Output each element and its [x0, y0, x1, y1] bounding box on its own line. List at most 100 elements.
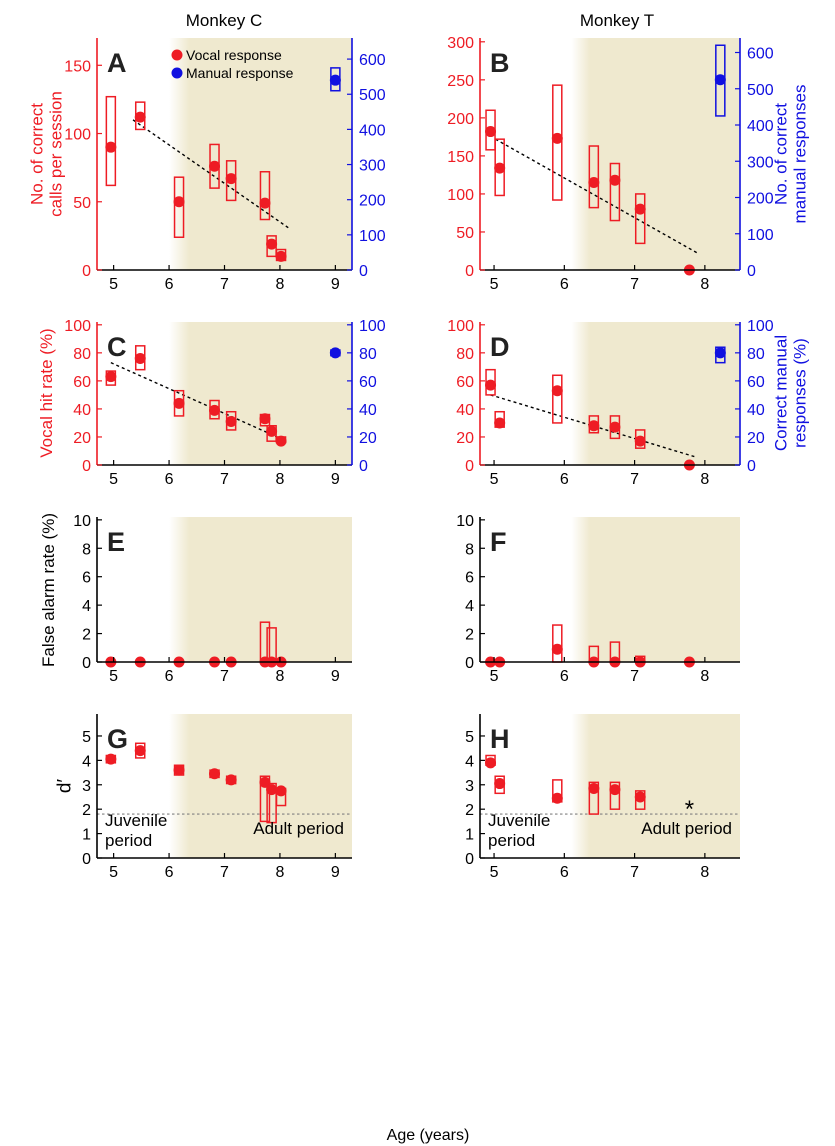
y-tick-label-left: 40	[456, 402, 474, 419]
panel-a: 5 6 7 8 9 0 50 100 150 0 100 200 300 400 500 600 No. of …	[28, 38, 386, 293]
y-tick-label-right: 100	[359, 228, 386, 245]
adult-period-shade	[169, 322, 352, 465]
vocal-point	[209, 404, 221, 416]
vocal-range-box	[588, 781, 600, 815]
vocal-point	[105, 753, 117, 765]
y-tick-label-left: 0	[82, 263, 91, 280]
vocal-point	[609, 174, 621, 186]
legend-manual-marker	[171, 67, 183, 79]
vocal-point	[551, 132, 563, 144]
y-tick-label-left: 20	[456, 430, 474, 447]
y-axis-label-right: No. of correctmanual responses	[772, 85, 810, 224]
y-tick-label-left: 0	[465, 263, 474, 280]
x-tick-label: 8	[700, 276, 709, 293]
y-axis-label-left: Vocal hit rate (%)	[37, 328, 56, 457]
y-tick-label-left: 60	[456, 374, 474, 391]
y-tick-label-left: 100	[447, 318, 474, 335]
adult-period-label: Adult period	[641, 819, 732, 838]
vocal-range-box	[634, 193, 646, 245]
x-tick-label: 6	[560, 471, 569, 488]
y-tick-label-left: 3	[465, 778, 474, 795]
y-tick-label-right: 100	[747, 318, 774, 335]
vocal-point	[634, 203, 646, 215]
y-axis-label-left-line: No. of correct	[28, 103, 47, 205]
adult-period-shade	[571, 38, 740, 270]
y-tick-label-left: 0	[82, 655, 91, 672]
x-axis-label-common: Age (years)	[387, 1127, 470, 1144]
vocal-point	[105, 141, 117, 153]
manual-point	[329, 347, 341, 359]
x-tick-label: 8	[275, 864, 284, 881]
x-tick-label: 9	[331, 276, 340, 293]
vocal-point	[209, 768, 221, 780]
y-tick-label-left: 5	[82, 729, 91, 746]
y-tick-label-left: 150	[447, 149, 474, 166]
vocal-point	[485, 757, 497, 769]
y-tick-label-left: 50	[456, 225, 474, 242]
y-tick-label-right: 400	[359, 122, 386, 139]
vocal-point	[634, 791, 646, 803]
vocal-point	[259, 197, 271, 209]
column-title-monkey-c: Monkey C	[186, 11, 263, 30]
juvenile-period-label: period	[105, 831, 152, 850]
vocal-point	[134, 111, 146, 123]
x-tick-label: 6	[165, 471, 174, 488]
panel-letter: F	[490, 527, 507, 557]
y-tick-label-left: 4	[82, 598, 91, 615]
y-axis-label-right: Correct manualresponses (%)	[772, 335, 810, 451]
y-tick-label-right: 60	[359, 374, 377, 391]
panel-b: 5 6 7 8 0 50 100 150 200 250 300 0 100 200 300 400 500 60…	[447, 35, 809, 293]
x-tick-label: 8	[275, 471, 284, 488]
y-tick-label-left: 2	[465, 802, 474, 819]
x-tick-label: 5	[490, 864, 499, 881]
x-tick-label: 8	[275, 276, 284, 293]
vocal-point	[609, 784, 621, 796]
x-tick-label: 5	[490, 276, 499, 293]
vocal-point	[266, 425, 278, 437]
y-tick-label-right: 80	[359, 346, 377, 363]
vocal-point	[266, 784, 278, 796]
vocal-point	[275, 250, 287, 262]
y-tick-label-left: 2	[82, 802, 91, 819]
vocal-point	[225, 774, 237, 786]
vocal-point	[105, 371, 117, 383]
y-axis-label-left-line: calls per session	[46, 91, 65, 217]
legend-vocal-label: Vocal response	[186, 47, 282, 63]
vocal-point	[494, 778, 506, 790]
y-tick-label-left: 300	[447, 35, 474, 52]
y-tick-label-left: 60	[73, 374, 91, 391]
y-tick-label-right: 20	[747, 430, 765, 447]
y-tick-label-left: 1	[82, 827, 91, 844]
y-tick-label-right: 0	[359, 263, 368, 280]
x-tick-label: 6	[165, 864, 174, 881]
vocal-point	[551, 385, 563, 397]
vocal-point	[275, 785, 287, 797]
vocal-range-box	[173, 176, 185, 238]
y-tick-label-left: 8	[82, 541, 91, 558]
x-tick-label: 7	[630, 471, 639, 488]
panel-e: 5 6 7 8 9 0 2 4 6 8 10 False alarm rate (%) E	[39, 513, 352, 685]
y-axis-label-left: False alarm rate (%)	[39, 513, 58, 667]
adult-period-shade	[571, 714, 740, 858]
vocal-point	[266, 238, 278, 250]
x-tick-label: 6	[560, 864, 569, 881]
vocal-point	[275, 435, 287, 447]
y-tick-label-left: 250	[447, 73, 474, 90]
y-tick-label-right: 0	[359, 458, 368, 475]
adult-period-shade	[169, 38, 352, 270]
y-axis-label-left-line: False alarm rate (%)	[39, 513, 58, 667]
vocal-range-box	[552, 374, 563, 424]
y-axis-label-right-line: No. of correct	[772, 103, 791, 205]
y-tick-label-left: 2	[82, 627, 91, 644]
x-tick-label: 9	[331, 668, 340, 685]
x-tick-label: 5	[490, 471, 499, 488]
y-tick-label-right: 300	[359, 158, 386, 175]
x-tick-label: 6	[560, 276, 569, 293]
x-tick-label: 9	[331, 864, 340, 881]
y-tick-label-left: 40	[73, 402, 91, 419]
vocal-point	[173, 764, 185, 776]
y-tick-label-left: 80	[456, 346, 474, 363]
y-tick-label-left: 0	[82, 851, 91, 868]
